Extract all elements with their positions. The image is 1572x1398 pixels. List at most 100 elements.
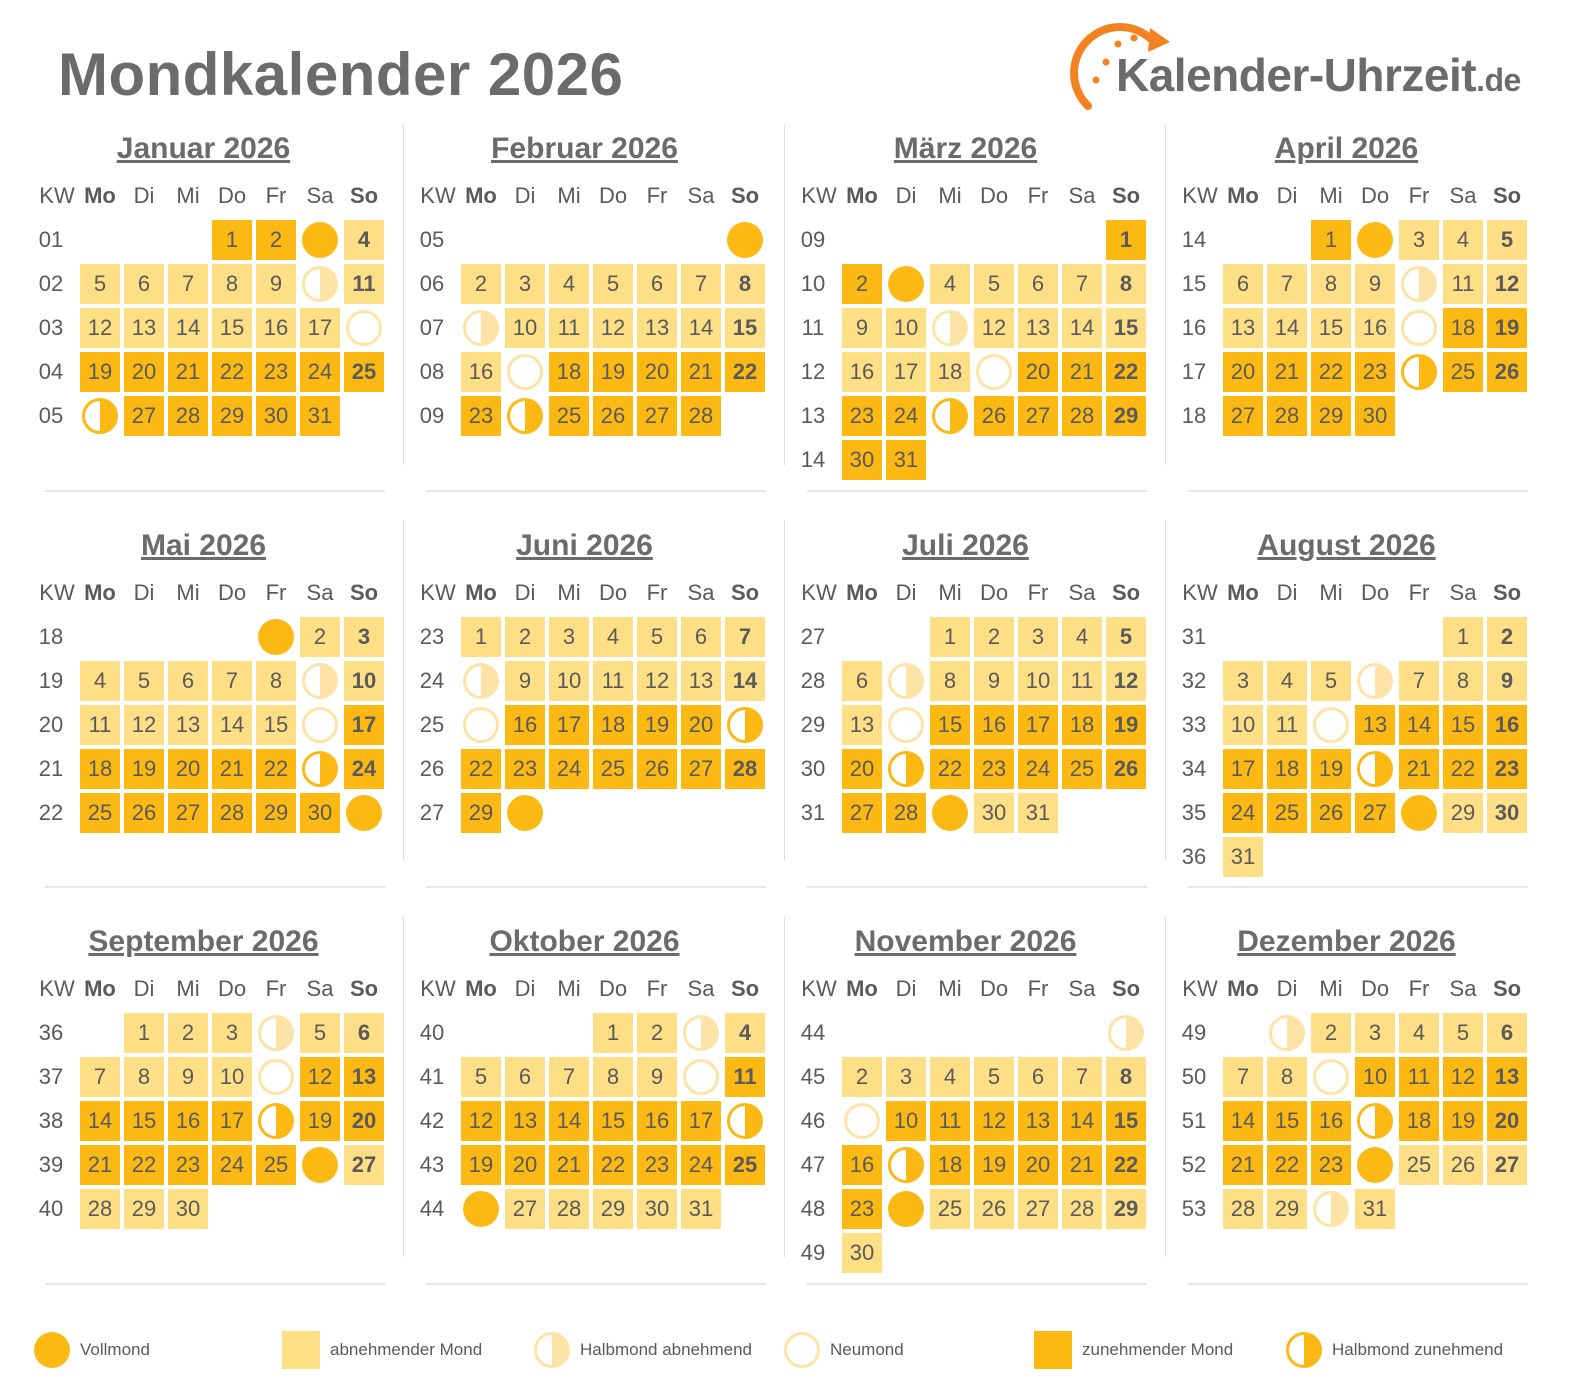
column-divider <box>403 520 404 860</box>
day-cell: 12 <box>593 308 633 348</box>
week-number: 19 <box>38 668 64 693</box>
day-cell: 21 <box>1267 352 1307 392</box>
week-number: 17 <box>1181 359 1207 384</box>
legend-label: Neumond <box>830 1340 904 1359</box>
weekday-header: Sa <box>687 183 715 208</box>
page-title: Mondkalender 2026 <box>58 41 624 108</box>
kw-header: KW <box>1182 183 1218 208</box>
day-cell: 6 <box>1223 264 1263 304</box>
weekday-header: Mi <box>1319 976 1343 1001</box>
day-cell: 4 <box>593 617 633 657</box>
day-cell: 7 <box>212 661 252 701</box>
kw-header: KW <box>1182 580 1218 605</box>
day-cell: 21 <box>1223 1145 1263 1185</box>
weekday-header: Fr <box>646 183 668 208</box>
new-moon-icon <box>258 1059 294 1095</box>
waxing-half-moon-icon <box>1357 1103 1393 1139</box>
day-cell: 29 <box>212 396 252 436</box>
day-cell: 22 <box>1443 749 1483 789</box>
day-cell: 19 <box>1106 705 1146 745</box>
weekday-header: Mo <box>84 580 116 605</box>
day-cell: 28 <box>1223 1189 1263 1229</box>
day-cell: 19 <box>1311 749 1351 789</box>
week-number: 28 <box>800 668 826 693</box>
day-cell: 20 <box>637 352 677 392</box>
day-cell: 22 <box>256 749 296 789</box>
day-cell: 26 <box>1311 793 1351 833</box>
day-cell: 27 <box>1018 1189 1058 1229</box>
kw-header: KW <box>39 580 75 605</box>
day-cell: 16 <box>842 352 882 392</box>
day-cell: 7 <box>80 1057 120 1097</box>
weekday-header: Mi <box>938 976 962 1001</box>
new-moon-icon <box>346 310 382 346</box>
day-cell: 25 <box>1399 1145 1439 1185</box>
day-cell: 9 <box>974 661 1014 701</box>
weekday-header: Di <box>1276 183 1298 208</box>
waning-half-moon-icon <box>683 1015 719 1051</box>
day-cell: 17 <box>344 705 384 745</box>
day-cell: 24 <box>344 749 384 789</box>
waxing-half-moon-icon <box>932 398 968 434</box>
day-cell: 1 <box>461 617 501 657</box>
waning-half-moon-icon <box>1401 266 1437 302</box>
day-cell: 21 <box>1062 1145 1102 1185</box>
day-cell: 9 <box>637 1057 677 1097</box>
day-cell: 23 <box>1355 352 1395 392</box>
day-cell: 2 <box>256 220 296 260</box>
day-cell: 5 <box>593 264 633 304</box>
moon-phase-cell <box>461 308 501 348</box>
day-cell: 2 <box>1311 1013 1351 1053</box>
day-cell: 8 <box>212 264 252 304</box>
week-number: 05 <box>38 403 64 428</box>
waxing-half-moon-icon <box>1286 1332 1322 1368</box>
day-cell: 28 <box>549 1189 589 1229</box>
week-number: 29 <box>800 712 826 737</box>
waning-half-moon-icon <box>1269 1015 1305 1051</box>
day-cell: 10 <box>1355 1057 1395 1097</box>
day-cell: 29 <box>1106 1189 1146 1229</box>
day-cell: 16 <box>168 1101 208 1141</box>
row-divider <box>426 490 766 492</box>
weekday-header: Di <box>895 580 917 605</box>
day-cell: 7 <box>1062 1057 1102 1097</box>
day-cell: 29 <box>593 1189 633 1229</box>
waning-swatch <box>282 1331 320 1369</box>
weekday-header: Di <box>133 580 155 605</box>
weekday-header: Sa <box>1068 183 1096 208</box>
day-cell: 5 <box>80 264 120 304</box>
day-cell: 6 <box>637 264 677 304</box>
day-cell: 25 <box>1062 749 1102 789</box>
day-cell: 23 <box>1487 749 1527 789</box>
week-number: 34 <box>1181 756 1207 781</box>
week-number: 12 <box>800 359 826 384</box>
new-moon-icon <box>976 354 1012 390</box>
clock-arrow-icon <box>1070 23 1170 110</box>
day-cell: 1 <box>930 617 970 657</box>
waning-half-moon-icon <box>302 663 338 699</box>
waxing-half-moon-icon <box>888 751 924 787</box>
moon-phase-cell <box>256 1057 296 1097</box>
week-number: 40 <box>419 1020 445 1045</box>
day-cell: 12 <box>637 661 677 701</box>
day-cell: 16 <box>842 1145 882 1185</box>
day-cell: 25 <box>549 396 589 436</box>
day-cell: 5 <box>1443 1013 1483 1053</box>
day-cell: 14 <box>1267 308 1307 348</box>
day-cell: 17 <box>681 1101 721 1141</box>
moon-phase-cell <box>725 220 765 260</box>
month-block: Juni 2026 <box>407 527 762 887</box>
moon-phase-cell <box>1355 749 1395 789</box>
day-cell: 29 <box>124 1189 164 1229</box>
day-cell: 18 <box>593 705 633 745</box>
week-number: 30 <box>800 756 826 781</box>
month-title: September 2026 <box>88 925 319 958</box>
column-divider <box>1165 917 1166 1257</box>
legend-label: abnehmender Mond <box>330 1340 483 1359</box>
day-cell: 19 <box>637 705 677 745</box>
day-cell: 17 <box>212 1101 252 1141</box>
day-cell: 16 <box>974 705 1014 745</box>
week-number: 23 <box>419 624 445 649</box>
week-number: 44 <box>800 1020 826 1045</box>
weekday-header: Di <box>133 183 155 208</box>
